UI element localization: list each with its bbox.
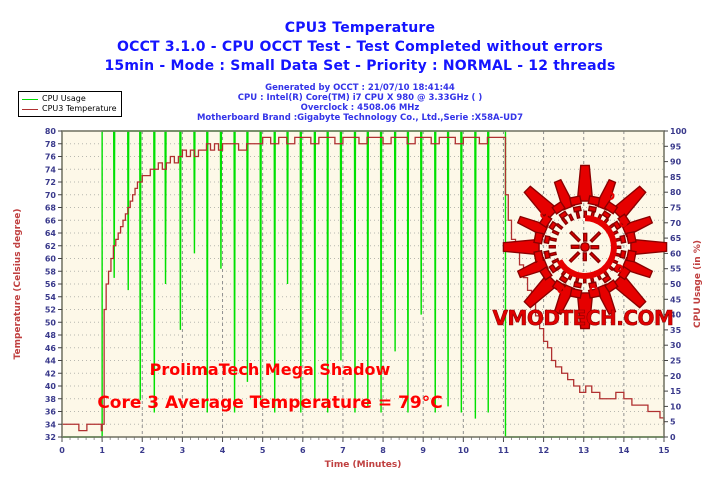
y-axis-tick-label: 38 — [45, 395, 57, 404]
x-axis-tick-label: 4 — [220, 446, 226, 455]
x-axis-tick-label: 15 — [658, 446, 670, 455]
cpu-info: CPU : Intel(R) Core(TM) i7 CPU X 980 @ 3… — [237, 93, 483, 103]
average-temperature-annotation: Core 3 Average Temperature = 79°C — [97, 393, 443, 413]
overclock-info: Overclock : 4508.06 MHz — [300, 103, 420, 113]
y2-axis-tick-label: 75 — [670, 204, 682, 213]
y-axis-tick-label: 60 — [45, 255, 57, 264]
y2-axis-tick-label: 20 — [670, 372, 682, 381]
y-axis-tick-label: 44 — [45, 357, 57, 366]
y2-axis-tick-label: 55 — [670, 265, 682, 274]
x-axis-tick-label: 9 — [420, 446, 426, 455]
x-axis-tick-label: 10 — [458, 446, 470, 455]
y-axis-tick-label: 78 — [45, 140, 57, 149]
y-axis-tick-label: 52 — [45, 306, 56, 315]
chart-legend: CPU Usage CPU3 Temperature — [18, 91, 122, 117]
legend-swatch-cpu-temperature — [22, 108, 38, 110]
y-axis-tick-label: 42 — [45, 369, 56, 378]
y-axis-tick-label: 64 — [45, 229, 57, 238]
x-axis-tick-label: 14 — [618, 446, 630, 455]
x-axis-tick-label: 3 — [180, 446, 186, 455]
grid-lines — [62, 130, 664, 438]
y2-axis-tick-label: 90 — [670, 158, 682, 167]
series-cpu3-temperature — [62, 136, 665, 432]
x-axis-tick-label: 1 — [99, 446, 105, 455]
x-axis-tick-label: 6 — [300, 446, 306, 455]
x-axis-tick-label: 12 — [538, 446, 549, 455]
y-axis-tick-label: 34 — [45, 420, 57, 429]
y2-axis-tick-label: 0 — [670, 433, 676, 442]
y-axis-tick-label: 70 — [45, 191, 57, 200]
y-axis-title: Temperature (Celsius degree) — [13, 209, 23, 360]
x-axis-tick-label: 5 — [260, 446, 266, 455]
y-axis-tick-label: 80 — [45, 127, 57, 136]
x-axis-tick-label: 8 — [380, 446, 386, 455]
y-axis-tick-label: 54 — [45, 293, 57, 302]
y2-axis-tick-label: 95 — [670, 142, 682, 151]
y2-axis-tick-label: 45 — [670, 295, 682, 304]
legend-item-cpu-temperature: CPU3 Temperature — [22, 104, 117, 114]
y2-axis-tick-label: 5 — [670, 418, 676, 427]
x-axis-title: Time (Minutes) — [325, 460, 402, 470]
y-axis-tick-label: 72 — [45, 178, 56, 187]
y2-axis-tick-label: 80 — [670, 188, 682, 197]
y2-axis-tick-label: 35 — [670, 326, 682, 335]
y2-axis-tick-label: 15 — [670, 387, 682, 396]
series-cpu-usage — [62, 130, 664, 438]
y2-axis-tick-label: 60 — [670, 249, 682, 258]
x-axis-tick-label: 11 — [498, 446, 510, 455]
legend-item-cpu-usage: CPU Usage — [22, 94, 117, 104]
y-axis-tick-label: 58 — [45, 267, 57, 276]
vmodtech-logo — [500, 162, 670, 332]
legend-label-cpu-temperature: CPU3 Temperature — [42, 104, 117, 113]
y2-axis-tick-label: 40 — [670, 311, 682, 320]
y2-axis-title: CPU Usage (in %) — [693, 240, 703, 328]
y2-axis-tick-label: 50 — [670, 280, 682, 289]
y-axis-tick-label: 36 — [45, 408, 57, 417]
y-axis-tick-label: 66 — [45, 216, 57, 225]
vmodtech-sunburst-icon — [502, 164, 668, 330]
chart-subtitle-params: 15min - Mode : Small Data Set - Priority… — [104, 58, 616, 74]
y-axis-tick-label: 46 — [45, 344, 57, 353]
cooler-name-annotation: ProlimaTech Mega Shadow — [149, 360, 391, 379]
legend-label-cpu-usage: CPU Usage — [42, 94, 86, 103]
y2-axis-tick-label: 100 — [670, 127, 687, 136]
y-axis-tick-label: 68 — [45, 204, 57, 213]
generated-timestamp: Generated by OCCT : 21/07/10 18:41:44 — [265, 83, 455, 93]
vmodtech-wordmark: VMODTECH.COM — [492, 306, 674, 331]
y2-axis-tick-label: 25 — [670, 357, 682, 366]
chart-title: CPU3 Temperature — [284, 20, 436, 36]
y2-axis-tick-label: 30 — [670, 341, 682, 350]
x-axis-tick-label: 0 — [59, 446, 65, 455]
y-axis-tick-label: 74 — [45, 165, 57, 174]
y-axis-tick-label: 40 — [45, 382, 57, 391]
y2-axis-tick-label: 85 — [670, 173, 682, 182]
x-axis-tick-label: 7 — [340, 446, 346, 455]
x-axis-tick-label: 13 — [578, 446, 589, 455]
y-axis-tick-label: 32 — [45, 433, 56, 442]
legend-swatch-cpu-usage — [22, 98, 38, 100]
y-axis-tick-label: 62 — [45, 242, 56, 251]
y-axis-tick-label: 48 — [45, 331, 57, 340]
y-axis-tick-label: 76 — [45, 153, 57, 162]
y-axis-tick-label: 50 — [45, 318, 57, 327]
chart-subtitle-test: OCCT 3.1.0 - CPU OCCT Test - Test Comple… — [117, 39, 603, 55]
y2-axis-tick-label: 70 — [670, 219, 682, 228]
motherboard-info: Motherboard Brand :Gigabyte Technology C… — [196, 113, 524, 123]
y-axis-tick-label: 56 — [45, 280, 57, 289]
y2-axis-tick-label: 10 — [670, 402, 682, 411]
y2-axis-tick-label: 65 — [670, 234, 682, 243]
x-axis-tick-label: 2 — [139, 446, 145, 455]
